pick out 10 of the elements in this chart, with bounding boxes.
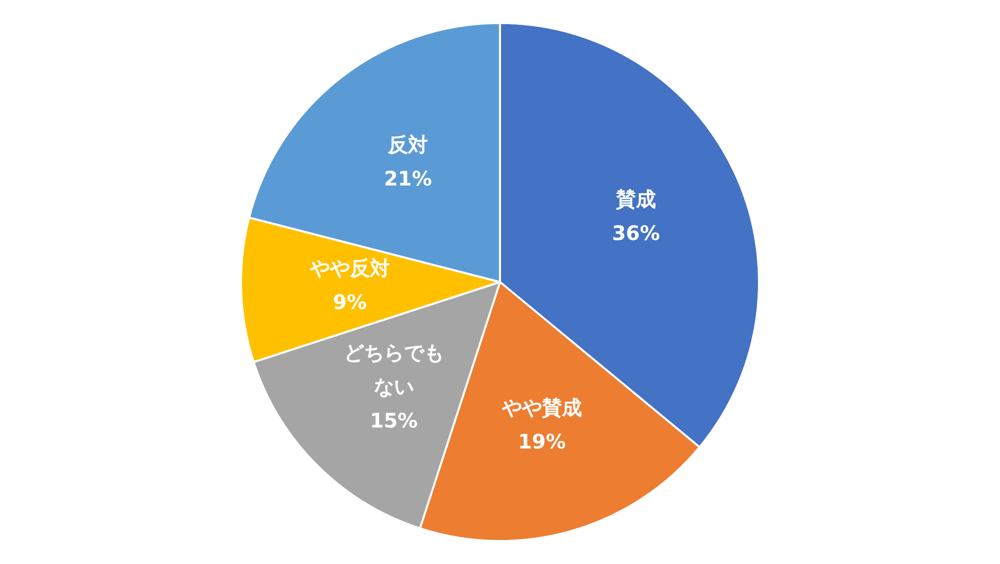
slice-label: 反対: [386, 132, 428, 157]
data-label: 21%: [384, 166, 432, 191]
slice-label: やや反対: [308, 256, 390, 280]
data-label: 9%: [332, 290, 367, 314]
data-label: 36%: [612, 221, 660, 246]
data-label: 19%: [518, 429, 566, 454]
slice-label: やや賛成: [500, 395, 582, 420]
data-label: 15%: [370, 408, 418, 432]
slice-label: 賛成: [614, 187, 656, 212]
slice-label: どちらでもない: [344, 340, 444, 398]
